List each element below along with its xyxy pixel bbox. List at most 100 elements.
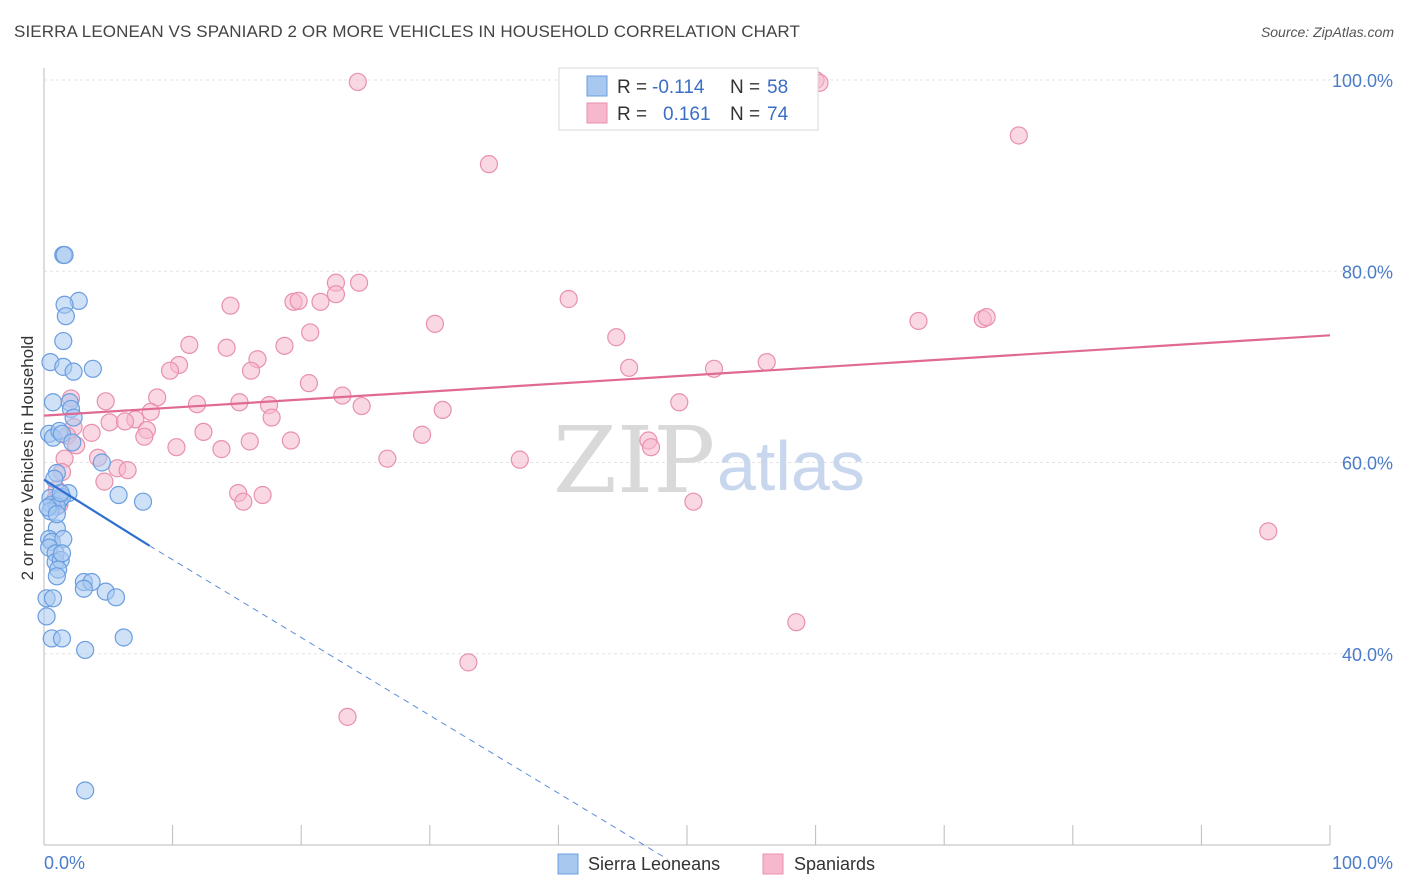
spaniards-point-62: [378, 449, 397, 468]
spaniards-point-19: [607, 328, 626, 347]
spaniards-point-16: [977, 308, 996, 327]
spaniards-point-49: [82, 423, 101, 442]
spaniards-point-74: [787, 613, 806, 632]
chart-title: SIERRA LEONEAN VS SPANIARD 2 OR MORE VEH…: [14, 22, 800, 41]
spaniards-point-37: [433, 400, 452, 420]
x-tick-label-min: 0.0%: [44, 853, 85, 873]
spaniards-point-13: [559, 289, 578, 309]
spaniards-point-41: [141, 402, 160, 421]
spaniards-point-52: [240, 432, 259, 451]
sierra-leoneans-point-5: [54, 331, 73, 351]
watermark-atlas: atlas: [717, 427, 865, 505]
spaniards-point-57: [167, 438, 186, 457]
sierra-leoneans-point-18: [63, 433, 82, 452]
spaniards-point-10: [289, 291, 308, 310]
sierra-leoneans-point-53: [114, 628, 133, 647]
x-tick-labels: 0.0% 100.0%: [44, 853, 1393, 873]
spaniards-point-63: [510, 450, 529, 469]
spaniards-point-30: [299, 374, 319, 393]
source-label: Source: ZipAtlas.com: [1260, 24, 1394, 40]
spaniards-point-21: [217, 338, 236, 357]
spaniards-point-48: [194, 422, 213, 441]
spaniards-point-45: [262, 408, 281, 427]
spaniards-point-26: [241, 361, 261, 380]
spaniards-point-58: [212, 440, 231, 459]
sierra-leoneans-point-49: [43, 589, 63, 608]
sierra-leoneans-point-40: [52, 544, 72, 563]
spaniards-point-56: [641, 438, 661, 457]
legend-n-value-2: 74: [767, 104, 789, 125]
spaniards-point-25: [160, 361, 180, 380]
legend-n-value-1: 58: [767, 77, 788, 98]
spaniards-point-43: [100, 413, 119, 432]
sierra-leoneans-point-28: [109, 485, 128, 505]
x-tick-label-max: 100.0%: [1332, 853, 1393, 873]
sierra-leoneans-point-29: [133, 492, 153, 511]
sierra-leoneans-point-1: [55, 245, 74, 265]
spaniards-point-27: [620, 358, 639, 377]
sierra-leoneans-point-8: [83, 359, 102, 378]
spaniards-point-22: [275, 336, 294, 355]
sierra-leoneans-point-57: [51, 484, 70, 503]
legend-swatch-pink: [586, 102, 608, 124]
spaniards-point-76: [338, 707, 357, 726]
legend-r-value-1: -0.114: [652, 77, 705, 98]
spaniards-point-20: [180, 335, 199, 354]
sierra-leoneans-point-4: [56, 307, 75, 326]
sierra-leoneans-point-52: [52, 629, 72, 648]
trend-lines: [43, 334, 1331, 860]
spaniards-point-70: [253, 485, 272, 505]
y-tick-label-100: 100.0%: [1332, 71, 1393, 91]
y-tick-label-60: 60.0%: [1342, 454, 1393, 474]
sierra-leoneans-point-13: [64, 408, 83, 427]
spaniards-point-53: [281, 431, 301, 450]
sierra-leoneans-trend-extension: [149, 545, 668, 860]
spaniards-point-11: [311, 292, 330, 311]
sierra-leoneans-point-42: [47, 567, 66, 586]
sierra-leoneans-point-45: [74, 579, 93, 598]
legend-n-label-1: N =: [730, 77, 760, 98]
sierra-leoneans-point-56: [47, 505, 66, 524]
spaniards-point-4: [1009, 126, 1028, 145]
spaniards-point-33: [187, 395, 207, 414]
spaniards-point-8: [326, 285, 346, 304]
spaniards-point-72: [684, 492, 703, 511]
spaniards-point-36: [352, 396, 371, 416]
spaniards-point-7: [349, 273, 369, 292]
sierra-leoneans-trend-line: [43, 478, 151, 547]
spaniards-point-71: [234, 492, 253, 511]
sierra-leoneans-point-9: [64, 362, 83, 381]
spaniards-point-44: [115, 412, 135, 431]
spaniards-point-50: [135, 427, 154, 446]
grid-lines: [44, 79, 1392, 655]
legend-r-label-2: R =: [617, 104, 647, 125]
spaniards-points: [46, 70, 1278, 726]
y-axis-title: 2 or more Vehicles in Household: [18, 336, 37, 581]
y-tick-labels: 40.0% 60.0% 80.0% 100.0%: [1332, 71, 1393, 665]
spaniards-point-29: [757, 352, 776, 372]
sierra-leoneans-point-55: [76, 781, 95, 800]
y-tick-label-80: 80.0%: [1342, 262, 1393, 282]
sierra-leoneans-point-50: [37, 607, 56, 626]
spaniards-point-12: [221, 296, 240, 315]
sierra-leoneans-point-54: [76, 640, 95, 660]
legend-r-label-1: R =: [617, 77, 647, 98]
spaniards-point-18: [301, 323, 320, 342]
legend-n-label-2: N =: [730, 104, 760, 125]
axes: [43, 68, 1331, 846]
spaniards-point-5: [479, 155, 499, 174]
spaniards-point-0: [348, 72, 367, 92]
series-legend-label-blue: Sierra Leoneans: [588, 854, 720, 874]
sierra-leoneans-point-19: [92, 453, 111, 472]
series-legend-label-pink: Spaniards: [794, 854, 875, 874]
series-legend: Sierra Leoneans Spaniards: [557, 853, 875, 875]
series-legend-swatch-blue: [557, 853, 579, 875]
spaniards-point-67: [95, 472, 114, 491]
spaniards-point-40: [96, 392, 115, 411]
spaniards-point-38: [670, 393, 689, 412]
series-legend-swatch-pink: [762, 853, 784, 875]
spaniards-point-15: [909, 311, 928, 331]
spaniards-point-17: [425, 314, 445, 333]
sierra-leoneans-point-47: [106, 588, 126, 607]
